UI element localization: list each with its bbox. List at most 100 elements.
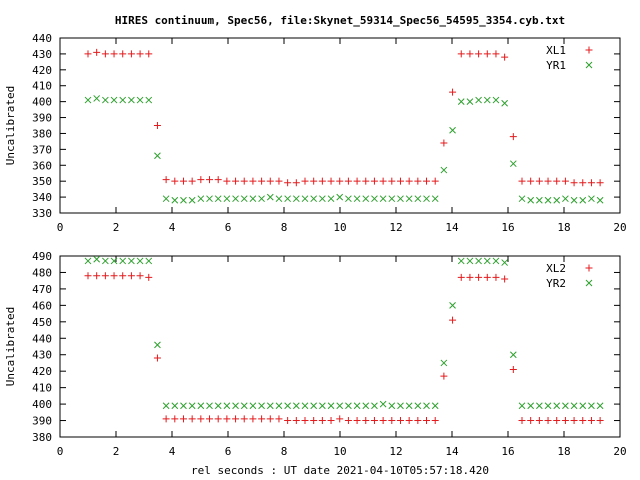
data-point-yr2: [527, 402, 535, 410]
data-point-yr2: [544, 402, 552, 410]
data-point-xl1: [145, 50, 153, 58]
data-point-yr1: [128, 96, 135, 104]
data-point-yr1: [596, 196, 604, 204]
data-point-xl1: [232, 177, 240, 185]
data-point-yr2: [232, 402, 239, 410]
data-point-xl2: [145, 273, 153, 281]
y-tick-label: 410: [32, 382, 52, 395]
data-point-yr1: [440, 166, 448, 174]
x-tick-label: 14: [445, 445, 459, 458]
data-point-yr2: [180, 402, 187, 410]
data-point-yr2: [188, 402, 196, 410]
data-point-yr1: [119, 96, 127, 104]
y-tick-label: 430: [32, 48, 52, 61]
data-point-xl1: [501, 53, 509, 61]
data-point-yr1: [570, 196, 578, 204]
data-point-xl1: [188, 177, 196, 185]
data-point-xl1: [509, 133, 517, 141]
data-point-xl2: [379, 417, 387, 425]
x-tick-label: 10: [333, 221, 346, 234]
x-tick-label: 20: [613, 221, 626, 234]
legend-label: YR1: [546, 59, 566, 72]
top-panel: 330 340 350 360 370 380 390 400 410 420 430 440 0 2 4 6…: [4, 32, 627, 234]
data-point-yr1: [136, 96, 144, 104]
plot-frame: [59, 255, 621, 438]
data-point-yr1: [345, 195, 352, 203]
y-tick-label: 370: [32, 143, 52, 156]
data-point-yr1: [336, 193, 344, 201]
data-point-xl1: [223, 177, 231, 185]
data-point-xl2: [266, 415, 274, 423]
data-point-xl2: [457, 273, 465, 281]
plot-frame: [59, 37, 621, 214]
x-tick-label: 16: [501, 445, 514, 458]
data-point-yr1: [518, 195, 526, 203]
x-tick-label: 12: [389, 221, 402, 234]
data-point-xl1: [379, 177, 387, 185]
y-tick-label: 480: [32, 266, 52, 279]
data-point-yr2: [249, 402, 257, 410]
data-point-xl2: [336, 415, 344, 423]
data-point-xl1: [423, 177, 431, 185]
data-point-xl2: [587, 417, 595, 425]
data-point-yr2: [345, 402, 352, 410]
data-point-yr1: [206, 195, 213, 203]
data-point-yr2: [110, 257, 118, 265]
y-tick-label: 400: [32, 398, 52, 411]
data-point-yr1: [544, 196, 552, 204]
data-point-yr2: [475, 257, 482, 265]
data-point-xl2: [327, 417, 335, 425]
data-point-xl1: [362, 177, 370, 185]
data-point-xl2: [93, 272, 101, 280]
y-tick-label: 430: [32, 349, 52, 362]
data-point-xl1: [544, 177, 552, 185]
data-point-yr2: [579, 402, 587, 410]
data-point-yr2: [145, 257, 153, 265]
y-tick-label: 420: [32, 64, 52, 77]
y-tick-label: 330: [32, 207, 52, 220]
data-point-xl2: [284, 417, 292, 425]
data-point-xl2: [127, 272, 135, 280]
data-point-xl2: [561, 417, 569, 425]
data-point-xl1: [171, 177, 179, 185]
data-point-yr1: [379, 195, 387, 203]
y-tick-label: 460: [32, 299, 52, 312]
x-tick-label: 16: [501, 221, 514, 234]
data-point-xl2: [232, 415, 240, 423]
y-tick-label: 420: [32, 365, 52, 378]
data-point-yr1: [536, 196, 543, 204]
legend-marker-yr1: [585, 61, 593, 69]
data-point-xl1: [475, 50, 483, 58]
data-point-yr1: [353, 195, 361, 203]
data-point-xl1: [492, 50, 500, 58]
y-tick-label: 340: [32, 191, 52, 204]
data-point-yr2: [102, 257, 109, 265]
y-tick-label: 350: [32, 175, 52, 188]
data-point-xl2: [440, 372, 448, 380]
data-point-yr1: [588, 195, 595, 203]
data-point-xl2: [535, 417, 543, 425]
data-point-xl2: [483, 273, 491, 281]
x-tick-label: 4: [169, 445, 176, 458]
data-point-xl1: [353, 177, 361, 185]
data-point-yr2: [518, 402, 526, 410]
data-point-yr1: [162, 195, 170, 203]
data-point-xl1: [466, 50, 474, 58]
y-tick-label: 410: [32, 80, 52, 93]
data-point-xl2: [119, 272, 127, 280]
data-point-yr1: [301, 195, 309, 203]
data-point-xl2: [136, 272, 144, 280]
data-point-yr2: [509, 351, 517, 359]
data-point-xl2: [492, 273, 500, 281]
data-point-yr2: [214, 402, 222, 410]
data-point-xl1: [483, 50, 491, 58]
data-point-yr2: [292, 402, 300, 410]
data-point-yr2: [553, 402, 561, 410]
data-point-xl1: [258, 177, 266, 185]
data-point-xl2: [301, 417, 309, 425]
y-tick-label: 440: [32, 32, 52, 45]
data-point-xl2: [214, 415, 222, 423]
x-tick-label: 2: [113, 221, 120, 234]
data-point-yr1: [483, 96, 491, 104]
data-point-xl1: [431, 177, 439, 185]
